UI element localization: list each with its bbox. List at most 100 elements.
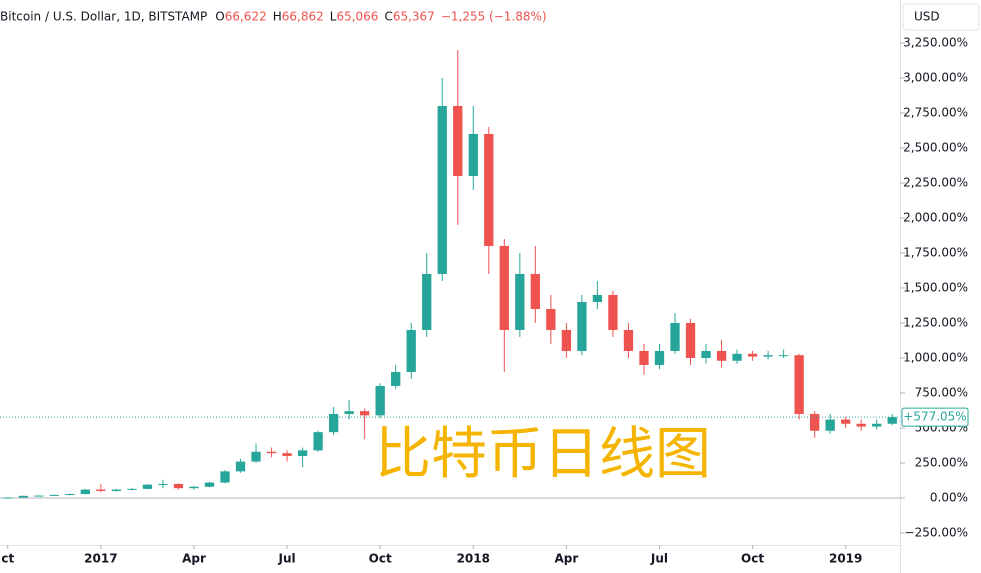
x-tick-label: ct	[1, 552, 14, 566]
candle-body	[841, 419, 851, 424]
y-tick-label: 250.00%	[915, 455, 968, 469]
candle-body	[577, 301, 587, 351]
candle-body	[856, 423, 866, 427]
candle-body	[266, 451, 277, 454]
chart-title: Bitcoin / U.S. Dollar, 1D, BITSTAMP	[0, 10, 207, 24]
ohlc-value: 65,066	[336, 10, 378, 24]
candle-body	[794, 355, 804, 414]
candle-body	[639, 350, 649, 365]
y-tick-label: 3,000.00%	[903, 70, 968, 84]
candle-body	[80, 489, 90, 495]
candle-body	[810, 413, 820, 431]
x-tick-label: Oct	[369, 552, 392, 566]
x-tick-label: Jul	[278, 552, 296, 566]
candle-body	[422, 273, 432, 330]
y-tick-label: 1,500.00%	[903, 280, 968, 294]
candle-body	[515, 273, 525, 330]
y-tick-label: 2,000.00%	[903, 210, 968, 224]
ohlc-key: H	[273, 10, 282, 24]
candle-body	[127, 488, 137, 490]
y-tick-label: 3,250.00%	[903, 35, 968, 49]
candle-body	[344, 411, 354, 414]
candle-body	[453, 105, 463, 176]
candle-body	[468, 133, 478, 176]
x-tick-label: Apr	[182, 552, 206, 566]
ohlc-key: C	[384, 10, 392, 24]
candle-body	[297, 450, 308, 456]
candle-body	[18, 495, 28, 498]
candle-body	[96, 489, 106, 491]
candle-body	[484, 133, 494, 246]
y-tick-label: 1,250.00%	[903, 315, 968, 329]
y-tick-label: 2,250.00%	[903, 175, 968, 189]
ohlc-key: O	[215, 10, 224, 24]
candle-body	[282, 453, 292, 456]
candle-body	[592, 294, 603, 302]
candle-body	[360, 411, 370, 416]
candle-body	[34, 495, 44, 497]
y-tick-label: 2,750.00%	[903, 105, 968, 119]
candle-body	[561, 329, 572, 351]
candle-body	[49, 494, 59, 496]
currency-label: USD	[914, 10, 940, 24]
candle-body	[204, 482, 215, 487]
y-tick-label: 750.00%	[915, 385, 968, 399]
candle-body	[189, 486, 199, 489]
ohlc-value: 65,367	[393, 10, 435, 24]
candle-body	[763, 355, 773, 357]
candle-body	[235, 461, 246, 472]
currency-button[interactable]	[902, 3, 980, 31]
candle-body	[670, 322, 680, 351]
candle-body	[499, 245, 509, 330]
ohlc-value: 66,622	[225, 10, 267, 24]
candle-body	[173, 483, 184, 489]
candle-body	[142, 484, 153, 489]
candle-body	[825, 419, 835, 431]
ohlc-value: 66,862	[282, 10, 324, 24]
x-tick-label: 2017	[84, 552, 117, 566]
candle-body	[872, 423, 882, 427]
candle-body	[608, 294, 618, 330]
candle-body	[328, 413, 339, 433]
candle-body	[701, 350, 711, 358]
candle-body	[887, 417, 897, 424]
x-tick-label: 2019	[829, 552, 862, 566]
x-tick-label: Apr	[554, 552, 578, 566]
x-tick-label: 2018	[457, 552, 490, 566]
x-tick-label: Jul	[650, 552, 668, 566]
watermark: 比特币日线图	[375, 422, 711, 487]
candle-body	[251, 451, 261, 462]
candle-body	[716, 350, 727, 361]
candle-body	[732, 353, 742, 361]
candle-body	[220, 471, 230, 483]
candle-body	[375, 385, 385, 416]
y-tick-label: 0.00%	[930, 490, 968, 504]
last-value-box	[901, 407, 969, 427]
candle-body	[778, 355, 789, 357]
candle-body	[313, 432, 323, 451]
candle-body	[406, 329, 416, 372]
candle-body	[3, 497, 13, 499]
candle-body	[747, 353, 758, 357]
ohlc-key: L	[330, 10, 337, 24]
y-tick-label: 2,500.00%	[903, 140, 968, 154]
candle-body	[685, 322, 696, 358]
candle-body	[546, 308, 556, 330]
legend-header: Bitcoin / U.S. Dollar, 1D, BITSTAMP O 66,6…	[0, 10, 547, 24]
candle-body	[530, 273, 540, 309]
candle-body	[65, 494, 75, 496]
y-tick-label: 1,750.00%	[903, 245, 968, 259]
candle-body	[623, 329, 634, 351]
candle-body	[391, 371, 401, 386]
candle-body	[437, 105, 447, 274]
candle-body	[111, 489, 122, 491]
change-value: −1,255 (−1.88%)	[441, 10, 547, 24]
last-value-label: +577.05%	[903, 410, 966, 424]
y-tick-label: 1,000.00%	[903, 350, 968, 364]
candle-body	[158, 483, 168, 485]
candle-body	[654, 350, 665, 365]
x-tick-label: Oct	[741, 552, 764, 566]
y-tick-label: −250.00%	[905, 525, 968, 539]
